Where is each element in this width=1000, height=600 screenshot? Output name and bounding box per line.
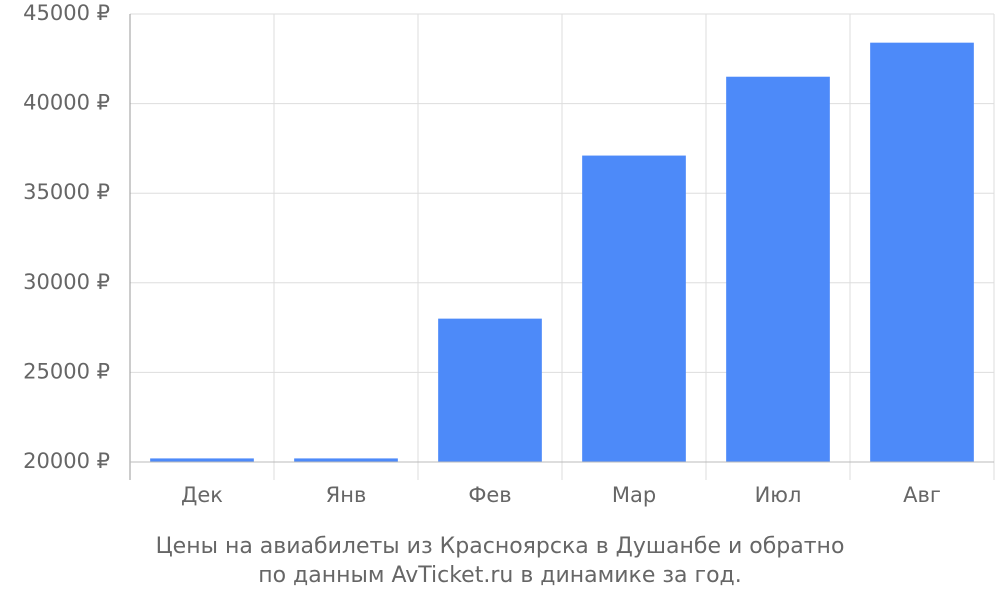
bar xyxy=(726,76,830,462)
x-tick-label: Мар xyxy=(612,483,656,507)
x-tick-label: Фев xyxy=(468,483,511,507)
x-tick-label: Авг xyxy=(903,483,941,507)
y-tick-label: 45000 ₽ xyxy=(23,1,110,25)
y-tick-label: 20000 ₽ xyxy=(23,449,110,473)
bar xyxy=(294,458,398,462)
y-tick-label: 25000 ₽ xyxy=(23,359,110,383)
caption-line: по данным AvTicket.ru в динамике за год. xyxy=(258,563,742,588)
bar xyxy=(870,42,974,463)
x-tick-label: Дек xyxy=(181,483,223,507)
caption-line: Цены на авиабилеты из Красноярска в Душа… xyxy=(156,534,845,559)
bar xyxy=(150,458,254,462)
y-tick-label: 40000 ₽ xyxy=(23,91,110,115)
y-tick-label: 35000 ₽ xyxy=(23,180,110,204)
x-tick-label: Янв xyxy=(326,483,367,507)
x-tick-label: Июл xyxy=(755,483,802,507)
y-tick-label: 30000 ₽ xyxy=(23,270,110,294)
bar xyxy=(438,318,542,462)
bar xyxy=(582,155,686,462)
